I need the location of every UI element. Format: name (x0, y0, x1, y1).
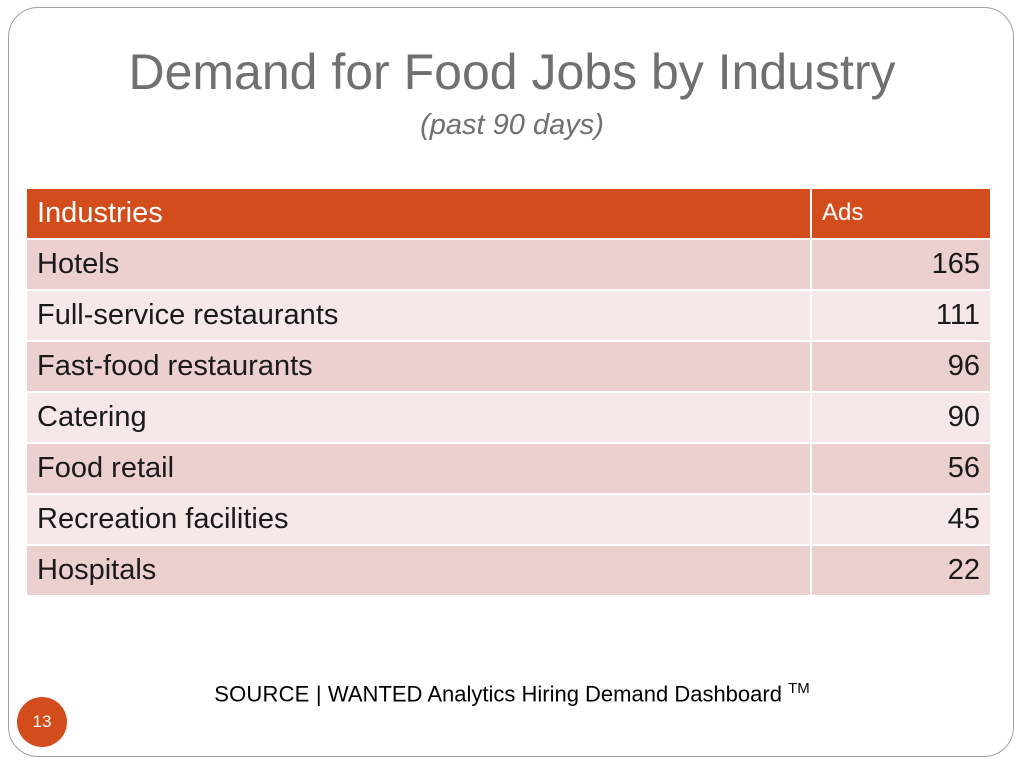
table-header-row: Industries Ads (25, 187, 992, 240)
ads-cell: 56 (810, 442, 992, 495)
ads-column-header: Ads (810, 187, 992, 240)
table-row: Hospitals 22 (25, 544, 992, 597)
ads-cell: 165 (810, 238, 992, 291)
industry-cell: Catering (25, 391, 812, 444)
ads-cell: 22 (810, 544, 992, 597)
source-note: SOURCE | WANTED Analytics Hiring Demand … (0, 680, 1024, 707)
table-row: Food retail 56 (25, 442, 992, 495)
table-row: Fast-food restaurants 96 (25, 340, 992, 393)
source-label: SOURCE | (214, 681, 322, 707)
trademark-mark: TM (788, 680, 810, 697)
industries-column-header: Industries (25, 187, 812, 240)
industry-cell: Fast-food restaurants (25, 340, 812, 393)
page-number-badge: 13 (17, 697, 67, 747)
industry-cell: Recreation facilities (25, 493, 812, 546)
ads-cell: 90 (810, 391, 992, 444)
table-row: Catering 90 (25, 391, 992, 444)
industry-cell: Hotels (25, 238, 812, 291)
industry-cell: Full-service restaurants (25, 289, 812, 342)
industry-cell: Food retail (25, 442, 812, 495)
table-row: Hotels 165 (25, 238, 992, 291)
slide-title: Demand for Food Jobs by Industry (128, 44, 896, 100)
table-row: Full-service restaurants 111 (25, 289, 992, 342)
source-text: WANTED Analytics Hiring Demand Dashboard (327, 681, 782, 707)
slide-subtitle: (past 90 days) (420, 109, 604, 141)
ads-cell: 45 (810, 493, 992, 546)
ads-cell: 96 (810, 340, 992, 393)
industry-cell: Hospitals (25, 544, 812, 597)
industry-ads-table: Industries Ads Hotels 165 Full-service r… (25, 187, 992, 597)
ads-cell: 111 (810, 289, 992, 342)
table-row: Recreation facilities 45 (25, 493, 992, 546)
